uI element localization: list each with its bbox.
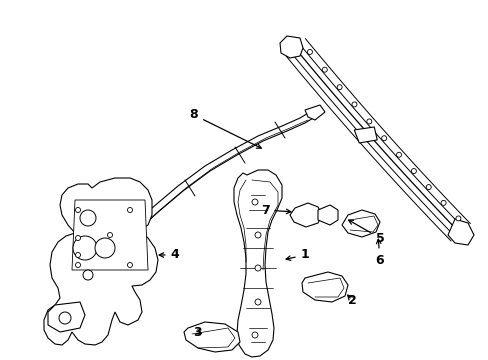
Circle shape bbox=[80, 210, 96, 226]
Circle shape bbox=[322, 67, 326, 72]
Circle shape bbox=[127, 207, 132, 212]
Circle shape bbox=[83, 270, 93, 280]
Circle shape bbox=[75, 262, 81, 267]
Circle shape bbox=[366, 119, 371, 124]
Circle shape bbox=[351, 102, 356, 107]
Circle shape bbox=[251, 332, 258, 338]
Text: 4: 4 bbox=[159, 248, 179, 261]
Polygon shape bbox=[55, 298, 72, 318]
Text: 5: 5 bbox=[348, 220, 384, 244]
Circle shape bbox=[73, 236, 97, 260]
Circle shape bbox=[336, 85, 342, 90]
Polygon shape bbox=[234, 170, 282, 357]
Polygon shape bbox=[353, 127, 376, 143]
Circle shape bbox=[381, 136, 386, 141]
Polygon shape bbox=[183, 322, 240, 352]
Circle shape bbox=[95, 238, 115, 258]
Polygon shape bbox=[72, 200, 148, 270]
Polygon shape bbox=[341, 210, 379, 237]
Polygon shape bbox=[305, 105, 325, 120]
Circle shape bbox=[455, 216, 460, 221]
Text: 8: 8 bbox=[189, 108, 261, 148]
Text: 7: 7 bbox=[260, 203, 290, 216]
Polygon shape bbox=[44, 178, 158, 345]
Polygon shape bbox=[317, 205, 337, 225]
Polygon shape bbox=[289, 203, 321, 227]
Polygon shape bbox=[280, 36, 303, 58]
Circle shape bbox=[107, 233, 112, 238]
Text: 3: 3 bbox=[193, 325, 202, 338]
Circle shape bbox=[251, 199, 258, 205]
Circle shape bbox=[307, 49, 312, 54]
Circle shape bbox=[254, 299, 261, 305]
Circle shape bbox=[59, 312, 71, 324]
Circle shape bbox=[410, 168, 416, 174]
Text: 1: 1 bbox=[285, 248, 309, 261]
Circle shape bbox=[75, 235, 81, 240]
Circle shape bbox=[254, 265, 261, 271]
Circle shape bbox=[75, 252, 81, 257]
Circle shape bbox=[396, 152, 401, 157]
Polygon shape bbox=[48, 302, 85, 332]
Polygon shape bbox=[60, 112, 314, 310]
Text: 6: 6 bbox=[375, 239, 384, 266]
Circle shape bbox=[127, 262, 132, 267]
Circle shape bbox=[440, 201, 445, 206]
Circle shape bbox=[426, 185, 430, 190]
Text: 2: 2 bbox=[347, 293, 356, 306]
Polygon shape bbox=[447, 219, 473, 245]
Circle shape bbox=[254, 232, 261, 238]
Polygon shape bbox=[302, 272, 347, 302]
Circle shape bbox=[75, 207, 81, 212]
